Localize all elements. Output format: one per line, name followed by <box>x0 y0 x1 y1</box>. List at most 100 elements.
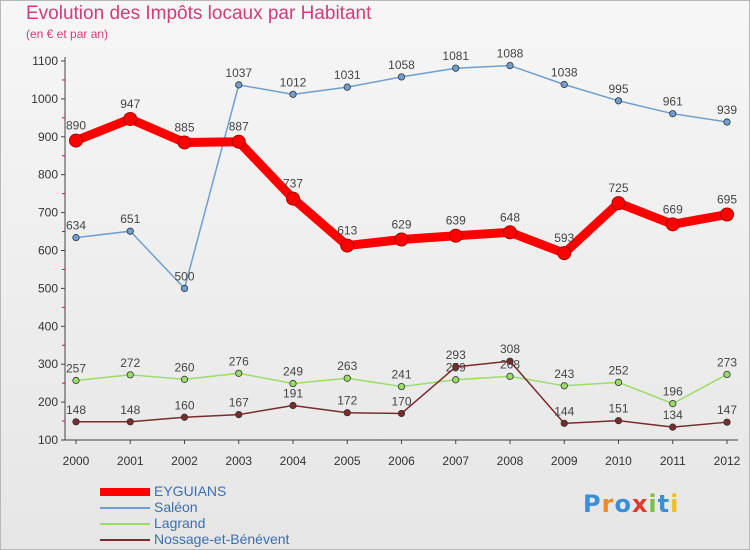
data-point <box>611 196 626 211</box>
data-label: 151 <box>608 402 628 416</box>
data-point <box>665 217 680 232</box>
data-label: 500 <box>174 269 194 283</box>
legend-swatch <box>100 488 150 496</box>
data-point <box>614 378 623 386</box>
y-tick-label: 500 <box>38 281 58 295</box>
data-label: 1088 <box>497 47 524 61</box>
data-point <box>343 409 351 417</box>
data-point <box>723 370 731 379</box>
data-point <box>180 413 189 421</box>
data-point <box>180 375 189 383</box>
x-tick-label: 2012 <box>714 454 741 468</box>
data-label: 148 <box>66 403 86 417</box>
data-label: 995 <box>608 82 628 96</box>
data-label: 634 <box>66 219 86 233</box>
data-point <box>720 207 734 222</box>
data-label: 276 <box>229 354 249 368</box>
data-point <box>72 418 80 426</box>
x-tick-label: 2006 <box>388 454 415 468</box>
legend-swatch <box>100 539 150 541</box>
chart-subtitle: (en € et par an) <box>26 27 109 41</box>
data-label: 669 <box>663 202 683 216</box>
data-point <box>340 238 355 253</box>
data-point <box>397 382 406 391</box>
data-label: 148 <box>120 403 140 417</box>
legend-label: Nossage-et-Bénévent <box>154 531 290 547</box>
x-tick-label: 2007 <box>442 454 469 468</box>
data-label: 890 <box>66 119 86 133</box>
data-label: 263 <box>337 359 357 373</box>
data-label: 737 <box>283 177 303 191</box>
data-point <box>452 64 460 72</box>
y-tick-label: 700 <box>38 206 58 220</box>
data-point <box>448 228 463 243</box>
series-line-sal-on <box>75 64 728 290</box>
data-point <box>557 246 572 261</box>
data-point <box>343 83 351 91</box>
data-label: 593 <box>554 231 574 245</box>
data-point <box>723 118 731 126</box>
x-tick-label: 2001 <box>117 454 144 468</box>
data-label: 134 <box>663 408 683 422</box>
data-label: 144 <box>554 404 574 418</box>
data-point <box>286 191 300 206</box>
data-label: 651 <box>120 212 140 226</box>
data-point <box>614 417 623 425</box>
x-tick-label: 2011 <box>660 454 686 468</box>
data-label: 167 <box>229 396 249 410</box>
data-point <box>289 90 297 98</box>
data-label: 1031 <box>334 68 361 82</box>
data-label: 1012 <box>280 75 307 89</box>
x-tick-label: 2003 <box>225 454 252 468</box>
data-point <box>177 135 192 150</box>
x-tick-label: 2002 <box>171 454 198 468</box>
data-label: 260 <box>174 360 194 374</box>
data-label: 613 <box>337 224 357 238</box>
data-label: 1038 <box>551 65 578 79</box>
data-label: 252 <box>608 363 628 377</box>
data-point <box>69 133 83 148</box>
data-point <box>123 111 138 126</box>
data-point <box>669 423 677 431</box>
data-point <box>231 134 246 149</box>
legend-label: EYGUIANS <box>154 483 227 499</box>
data-point <box>126 418 134 426</box>
data-label: 629 <box>391 218 411 232</box>
x-tick-label: 2008 <box>497 454 524 468</box>
data-label: 241 <box>391 368 411 382</box>
proxiti-logo: Proxiti <box>583 490 680 518</box>
y-tick-label: 1000 <box>31 92 58 106</box>
data-point <box>503 225 517 240</box>
legend-swatch <box>100 523 150 525</box>
data-label: 273 <box>717 355 737 369</box>
data-point <box>397 409 406 418</box>
data-point <box>72 376 80 385</box>
data-label: 639 <box>446 214 466 228</box>
data-label: 172 <box>337 394 357 408</box>
data-point <box>560 80 568 89</box>
data-label: 887 <box>229 120 249 134</box>
data-point <box>126 227 134 235</box>
x-tick-label: 2000 <box>63 454 90 468</box>
data-point <box>289 401 297 410</box>
data-point <box>669 110 677 118</box>
data-label: 885 <box>174 120 194 134</box>
data-label: 243 <box>554 367 574 381</box>
data-point <box>289 379 297 388</box>
data-label: 947 <box>120 97 140 111</box>
data-label: 249 <box>283 365 303 379</box>
y-tick-label: 200 <box>38 395 58 409</box>
data-label: 939 <box>717 103 737 117</box>
data-label: 147 <box>717 403 737 417</box>
data-point <box>506 357 514 365</box>
x-tick-label: 2010 <box>605 454 632 468</box>
data-point <box>343 374 351 382</box>
data-label: 170 <box>391 394 411 408</box>
y-tick-label: 300 <box>38 357 58 371</box>
data-label: 257 <box>66 361 86 375</box>
data-label: 272 <box>120 356 140 370</box>
y-tick-label: 800 <box>38 168 58 182</box>
data-label: 695 <box>717 192 737 206</box>
